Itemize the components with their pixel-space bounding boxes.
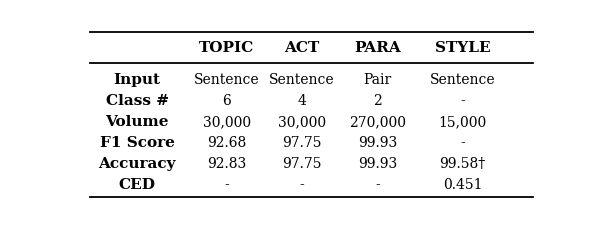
Text: -: - [375,178,380,192]
Text: Accuracy: Accuracy [98,157,176,170]
Text: TOPIC: TOPIC [199,41,254,55]
Text: 92.68: 92.68 [207,136,246,150]
Text: 15,000: 15,000 [438,115,486,129]
Text: Volume: Volume [106,115,169,129]
Text: 30,000: 30,000 [202,115,251,129]
Text: Pair: Pair [364,73,392,87]
Text: Input: Input [114,73,161,87]
Text: CED: CED [119,178,156,192]
Text: Sentence: Sentence [194,73,260,87]
Text: -: - [300,178,305,192]
Text: 97.75: 97.75 [283,136,322,150]
Text: STYLE: STYLE [435,41,490,55]
Text: F1 Score: F1 Score [100,136,174,150]
Text: 99.58†: 99.58† [439,157,486,170]
Text: Class #: Class # [106,94,169,108]
Text: Sentence: Sentence [269,73,335,87]
Text: 99.93: 99.93 [358,157,397,170]
Text: 2: 2 [373,94,382,108]
Text: -: - [224,178,229,192]
Text: 97.75: 97.75 [283,157,322,170]
Text: 99.93: 99.93 [358,136,397,150]
Text: 6: 6 [223,94,231,108]
Text: PARA: PARA [354,41,401,55]
Text: ACT: ACT [285,41,320,55]
Text: -: - [460,94,465,108]
Text: 270,000: 270,000 [349,115,406,129]
Text: 4: 4 [298,94,306,108]
Text: -: - [460,136,465,150]
Text: 30,000: 30,000 [278,115,326,129]
Text: 92.83: 92.83 [207,157,246,170]
Text: Sentence: Sentence [430,73,495,87]
Text: 0.451: 0.451 [443,178,482,192]
